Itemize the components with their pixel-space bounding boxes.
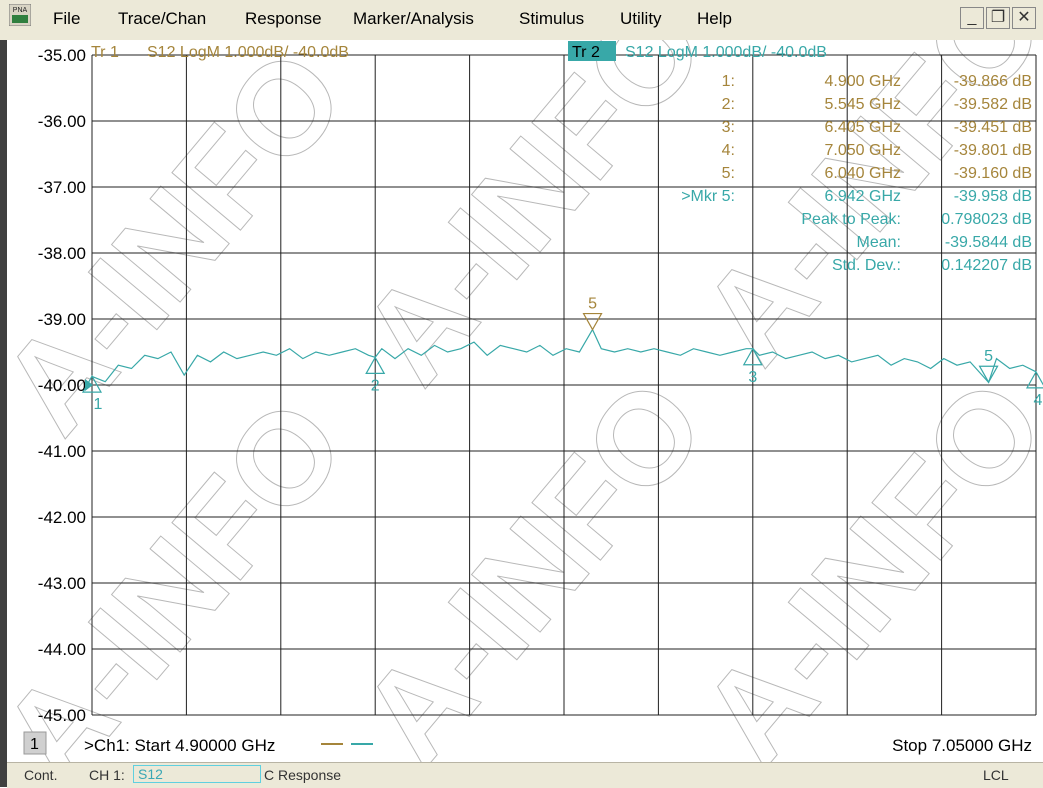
stat-label: Peak to Peak: [801, 211, 901, 228]
marker-triangle [582, 312, 603, 331]
marker-row-value: -39.801 dB [954, 142, 1032, 159]
trace2-tag[interactable]: Tr 2 [572, 44, 600, 61]
marker-row-frequency: 5.545 GHz [825, 96, 901, 113]
status-channel: CH 1: [89, 767, 125, 783]
marker-readout-table: 1: 4.900 GHz -39.866 dB 2: 5.545 GHz -39.582 … [681, 73, 1032, 274]
menu-utility[interactable]: Utility [620, 9, 662, 28]
marker-2[interactable]: 2 [365, 356, 386, 394]
stat-label: Mean: [857, 234, 901, 251]
marker-label: 5 [984, 348, 993, 365]
marker-row-number: 2: [722, 96, 735, 113]
y-tick-label: -45.00 [38, 706, 86, 725]
y-tick-label: -43.00 [38, 574, 86, 593]
trace-markers: 1 2 3 4 5 5 [81, 296, 1043, 413]
menu-trace-chan[interactable]: Trace/Chan [118, 9, 207, 28]
marker-triangle [1025, 370, 1043, 389]
marker-row-number: 5: [722, 165, 735, 182]
trace1-tag[interactable]: Tr 1 [91, 44, 119, 61]
remote-status: LCL [983, 767, 1009, 783]
y-tick-label: -44.00 [38, 640, 86, 659]
trace1-label: S12 LogM 1.000dB/ -40.0dB [147, 44, 349, 61]
minimize-button[interactable]: _ [960, 7, 984, 29]
y-tick-label: -37.00 [38, 178, 86, 197]
trace2-label: S12 LogM 1.000dB/ -40.0dB [625, 44, 827, 61]
marker-row-value: -39.451 dB [954, 119, 1032, 136]
stat-value: 0.142207 dB [941, 257, 1032, 274]
marker-triangle [81, 374, 103, 393]
marker-row-number: >Mkr 5: [681, 188, 735, 205]
channel-number: 1 [30, 736, 39, 753]
menu-file[interactable]: File [53, 9, 81, 28]
menu-response[interactable]: Response [245, 9, 322, 28]
y-tick-label: -36.00 [38, 112, 86, 131]
marker-row-frequency: 7.050 GHz [825, 142, 901, 159]
trace-header: Tr 1 S12 LogM 1.000dB/ -40.0dB Tr 2 S12 … [91, 41, 827, 61]
stat-value: -39.5844 dB [945, 234, 1032, 251]
stat-label: Std. Dev.: [832, 257, 901, 274]
plot-footer: 1 >Ch1: Start 4.90000 GHz Stop 7.05000 G… [23, 731, 1032, 755]
y-tick-label: -42.00 [38, 508, 86, 527]
marker-label: 2 [371, 377, 380, 394]
marker-row-value: -39.958 dB [954, 188, 1032, 205]
marker-row-value: -39.582 dB [954, 96, 1032, 113]
y-tick-label: -39.00 [38, 310, 86, 329]
marker-1[interactable]: 1 [81, 374, 103, 413]
y-axis-ticks: -35.00 -36.00 -37.00 -38.00 -39.00 -40.00 -41.… [38, 46, 86, 725]
menu-bar: PNA File Trace/Chan Response Marker/Anal… [0, 0, 1043, 41]
marker-label: 5 [588, 296, 597, 313]
restore-button[interactable]: ❐ [986, 7, 1010, 29]
y-tick-label: -40.00 [38, 376, 86, 395]
trace-series [85, 328, 1037, 391]
marker-row-frequency: 6.040 GHz [825, 165, 901, 182]
marker-row-frequency: 4.900 GHz [825, 73, 901, 90]
marker-row-value: -39.866 dB [954, 73, 1032, 90]
reference-level-arrow[interactable] [85, 379, 93, 391]
active-trace-highlight [568, 41, 616, 61]
marker-3[interactable]: 3 [742, 347, 763, 386]
stop-frequency-label: Stop 7.05000 GHz [892, 736, 1032, 755]
marker-row-frequency: 6.942 GHz [825, 188, 901, 205]
y-tick-label: -38.00 [38, 244, 86, 263]
sweep-mode: Cont. [24, 767, 58, 783]
channel-number-box[interactable] [23, 731, 47, 755]
status-bar: Cont. CH 1: S12 C Response LCL [7, 762, 1043, 788]
marker-row-frequency: 6.405 GHz [825, 119, 901, 136]
marker-label: 3 [748, 369, 757, 386]
window-frame-edge [0, 40, 7, 787]
menu-marker-analysis[interactable]: Marker/Analysis [353, 9, 474, 28]
marker-triangle [978, 365, 999, 384]
menu-help[interactable]: Help [697, 9, 732, 28]
trace-line-0[interactable] [91, 328, 1037, 384]
marker-row-value: -39.160 dB [954, 165, 1032, 182]
close-button[interactable]: ✕ [1012, 7, 1036, 29]
pna-badge-text: PNA [13, 7, 28, 14]
marker-triangle [742, 347, 763, 366]
stat-value: 0.798023 dB [941, 211, 1032, 228]
calibration-status: C Response [264, 767, 342, 783]
marker-4[interactable]: 4 [1025, 370, 1043, 409]
marker-5[interactable]: 5 [582, 296, 603, 331]
marker-label: 4 [1034, 392, 1043, 409]
marker-row-number: 4: [722, 142, 735, 159]
menu-stimulus[interactable]: Stimulus [519, 9, 585, 28]
start-frequency-label: >Ch1: Start 4.90000 GHz [84, 736, 275, 755]
y-tick-label: -41.00 [38, 442, 86, 461]
active-parameter-box[interactable]: S12 [133, 765, 261, 783]
marker-triangle [365, 356, 386, 375]
y-tick-label: -35.00 [38, 46, 86, 65]
plot-grid [91, 54, 1037, 716]
marker-row-number: 3: [722, 119, 735, 136]
pna-app-icon[interactable]: PNA [9, 4, 31, 26]
marker-row-number: 1: [722, 73, 735, 90]
marker-5[interactable]: 5 [978, 348, 999, 384]
marker-label: 1 [94, 396, 103, 413]
